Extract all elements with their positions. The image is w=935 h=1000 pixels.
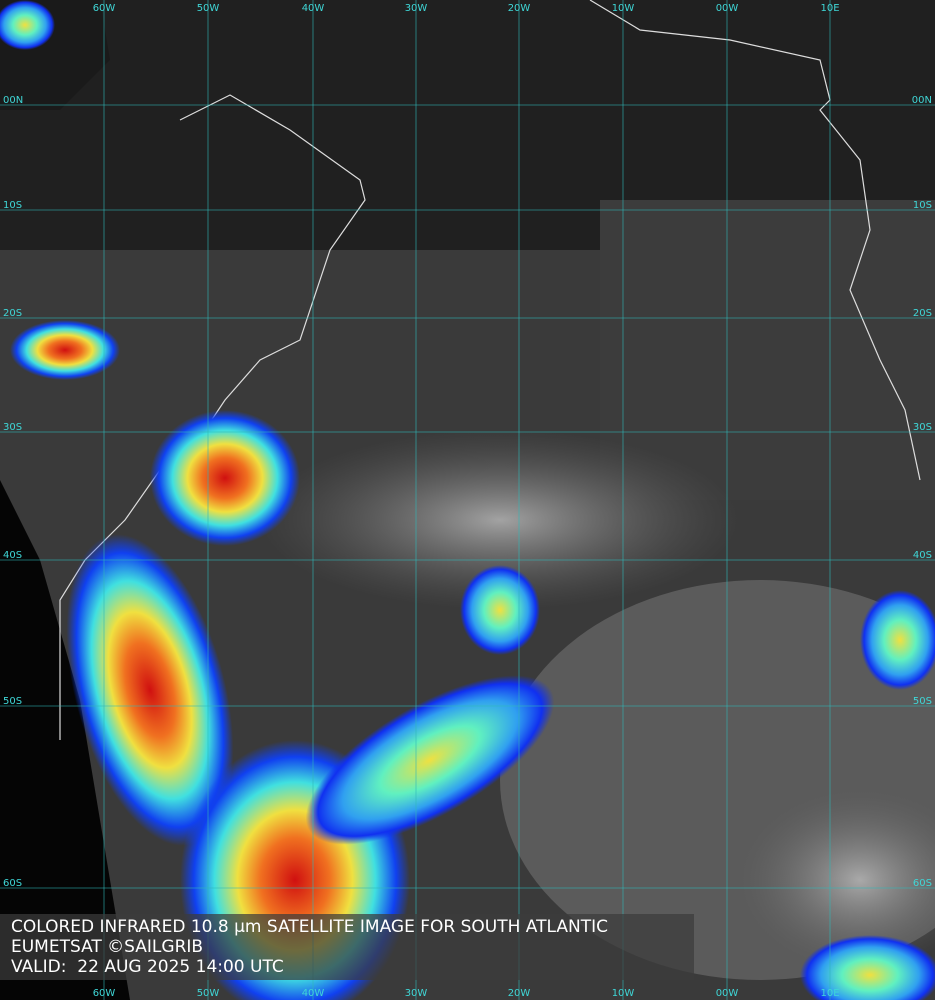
- longitude-label: 10W: [612, 988, 635, 999]
- coastline: [589, 0, 921, 481]
- longitude-label: 40W: [302, 3, 325, 14]
- storm-cell: [66, 534, 234, 846]
- longitude-label: 50W: [197, 988, 220, 999]
- latitude-label: 40S: [913, 550, 932, 561]
- storm-cell: [10, 320, 120, 380]
- longitude-label: 10E: [820, 988, 839, 999]
- latitude-label: 60S: [3, 878, 22, 889]
- latitude-label: 30S: [913, 422, 932, 433]
- latitude-label: 40S: [3, 550, 22, 561]
- caption: COLORED INFRARED 10.8 µm SATELLITE IMAGE…: [0, 914, 694, 980]
- storm-cell: [0, 0, 55, 50]
- latitude-label: 10S: [3, 200, 22, 211]
- latitude-label: 00N: [912, 95, 932, 106]
- latitude-label: 10S: [913, 200, 932, 211]
- storm-band: [305, 675, 555, 845]
- latitude-label: 00N: [3, 95, 23, 106]
- latitude-label: 30S: [3, 422, 22, 433]
- storm-cell: [800, 935, 935, 1000]
- latitude-label: 20S: [913, 308, 932, 319]
- caption-line: VALID: 22 AUG 2025 14:00 UTC: [11, 957, 284, 977]
- caption-line: EUMETSAT ©SAILGRIB: [11, 937, 204, 957]
- longitude-label: 10W: [612, 3, 635, 14]
- storm-cell: [460, 565, 540, 655]
- longitude-label: 30W: [405, 988, 428, 999]
- latitude-label: 60S: [913, 878, 932, 889]
- cloud-field: [740, 790, 935, 970]
- longitude-label: 60W: [93, 988, 116, 999]
- longitude-label: 40W: [302, 988, 325, 999]
- longitude-label: 60W: [93, 3, 116, 14]
- region: [600, 200, 935, 500]
- longitude-label: 00W: [716, 3, 739, 14]
- longitude-label: 20W: [508, 988, 531, 999]
- cloud-field: [260, 430, 740, 610]
- longitude-label: 30W: [405, 3, 428, 14]
- longitude-label: 20W: [508, 3, 531, 14]
- latitude-label: 50S: [3, 696, 22, 707]
- longitude-label: 10E: [820, 3, 839, 14]
- longitude-label: 50W: [197, 3, 220, 14]
- storm-cell: [860, 590, 935, 690]
- caption-line: COLORED INFRARED 10.8 µm SATELLITE IMAGE…: [11, 917, 608, 937]
- latitude-label: 50S: [913, 696, 932, 707]
- storm-cell: [150, 410, 300, 546]
- longitude-label: 00W: [716, 988, 739, 999]
- earth-limb: [0, 480, 130, 1000]
- latitude-label: 20S: [3, 308, 22, 319]
